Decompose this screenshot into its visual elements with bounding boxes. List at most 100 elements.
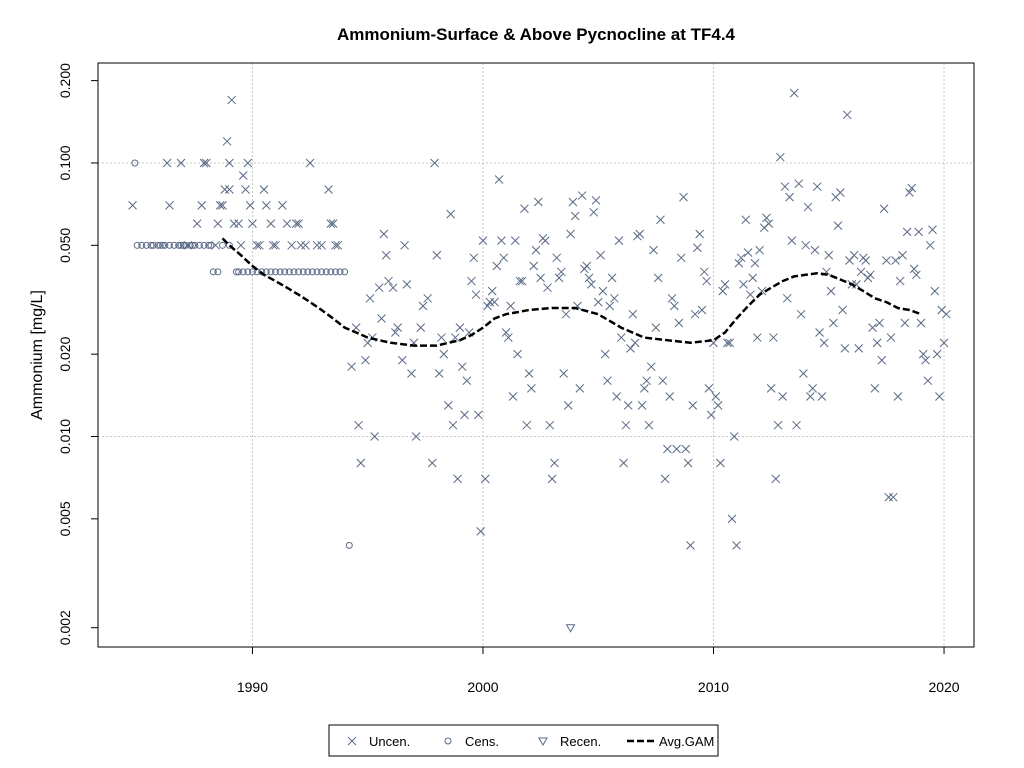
uncensored-point bbox=[557, 267, 566, 277]
uncensored-point bbox=[898, 250, 907, 260]
uncensored-point bbox=[669, 301, 679, 311]
uncensored-point bbox=[623, 400, 633, 410]
uncensored-point bbox=[586, 279, 596, 289]
uncensored-point bbox=[490, 297, 499, 307]
censored-point bbox=[175, 241, 183, 249]
uncensored-point bbox=[900, 318, 910, 328]
uncensored-point bbox=[681, 444, 691, 454]
uncensored-point bbox=[333, 240, 343, 250]
uncensored-point bbox=[663, 444, 672, 454]
censored-point bbox=[244, 268, 252, 276]
uncensored-point bbox=[918, 349, 928, 359]
uncensored-point bbox=[450, 333, 460, 342]
uncensored-point bbox=[914, 227, 924, 237]
censored-point bbox=[205, 241, 213, 249]
uncensored-point bbox=[439, 349, 449, 359]
censored-point bbox=[179, 241, 187, 249]
uncensored-point bbox=[381, 250, 391, 260]
uncensored-point bbox=[218, 200, 227, 210]
uncensored-point bbox=[630, 338, 640, 348]
uncensored-point bbox=[782, 293, 792, 303]
uncensored-point bbox=[536, 273, 545, 283]
uncensored-point bbox=[365, 293, 375, 303]
censored-point bbox=[200, 241, 208, 249]
censored-point bbox=[272, 268, 280, 276]
uncensored-point bbox=[695, 229, 705, 239]
uncensored-point bbox=[842, 110, 852, 120]
uncensored-point bbox=[593, 297, 603, 307]
uncensored-point bbox=[591, 196, 601, 205]
uncensored-point bbox=[794, 179, 804, 189]
uncensored-point bbox=[637, 400, 647, 410]
uncensored-point bbox=[248, 219, 257, 229]
censored-point bbox=[214, 268, 222, 276]
uncensored-point bbox=[718, 286, 728, 296]
uncensored-point bbox=[377, 314, 386, 323]
uncensored-point bbox=[476, 527, 486, 536]
uncensored-point bbox=[905, 188, 914, 197]
uncensored-point bbox=[236, 240, 246, 250]
y-tick-label: 0.005 bbox=[57, 501, 73, 536]
censored-point bbox=[276, 268, 284, 276]
uncensored-point bbox=[527, 383, 536, 393]
uncensored-point bbox=[215, 200, 225, 210]
x-tick-label: 2010 bbox=[698, 679, 729, 695]
uncensored-point bbox=[471, 290, 481, 300]
uncensored-point bbox=[568, 197, 578, 207]
uncensored-point bbox=[434, 369, 444, 378]
uncensored-point bbox=[326, 219, 336, 229]
uncensored-point bbox=[755, 245, 764, 255]
uncensored-point bbox=[877, 355, 887, 365]
y-axis: 0.002 0.005 0.010 0.020 0.050 0.100 0.200 bbox=[57, 63, 99, 645]
uncensored-point bbox=[554, 273, 564, 283]
censored-point bbox=[156, 241, 164, 249]
uncensored-point bbox=[815, 328, 824, 337]
censored-point bbox=[341, 268, 349, 276]
uncensored-point bbox=[628, 309, 638, 319]
uncensored-point bbox=[672, 444, 681, 454]
y-tick-label: 0.100 bbox=[57, 145, 73, 180]
uncensored-point bbox=[252, 240, 262, 250]
uncensored-point bbox=[510, 236, 520, 246]
uncensored-point bbox=[884, 492, 894, 502]
uncensored-point bbox=[584, 273, 594, 283]
uncensored-point bbox=[199, 158, 209, 168]
censored-point bbox=[308, 268, 316, 276]
uncensored-point bbox=[448, 420, 458, 430]
uncensored-point bbox=[213, 219, 223, 229]
uncensored-point bbox=[483, 301, 492, 311]
legend-label: Cens. bbox=[465, 734, 499, 749]
uncensored-point bbox=[533, 197, 543, 207]
censored-point bbox=[239, 268, 247, 276]
uncensored-point bbox=[879, 204, 889, 214]
uncensored-point bbox=[603, 376, 612, 386]
uncensored-point bbox=[686, 540, 695, 550]
uncensored-point bbox=[702, 276, 711, 286]
uncensored-point bbox=[875, 318, 884, 328]
uncensored-point bbox=[238, 171, 248, 180]
uncensored-point bbox=[582, 261, 592, 271]
uncensored-point bbox=[752, 333, 762, 342]
uncensored-point bbox=[354, 420, 363, 430]
uncensored-point bbox=[610, 293, 619, 303]
uncensored-point bbox=[656, 215, 665, 225]
uncensored-point bbox=[575, 383, 585, 393]
uncensored-point bbox=[524, 369, 534, 378]
uncensored-point bbox=[838, 305, 847, 315]
uncensored-point bbox=[907, 183, 917, 193]
uncensored-point bbox=[916, 318, 926, 328]
uncensored-point bbox=[294, 219, 303, 229]
uncensored-point bbox=[197, 200, 207, 210]
uncensored-point bbox=[561, 309, 571, 319]
uncensored-point bbox=[225, 158, 234, 168]
uncensored-point bbox=[660, 474, 670, 484]
uncensored-point bbox=[665, 392, 675, 401]
uncensored-point bbox=[725, 338, 734, 348]
uncensored-point bbox=[423, 293, 433, 303]
uncensored-point bbox=[430, 158, 439, 168]
uncensored-point bbox=[639, 383, 649, 393]
uncensored-point bbox=[688, 400, 698, 410]
uncensored-point bbox=[805, 392, 815, 401]
uncensored-point bbox=[388, 283, 398, 293]
uncensored-point bbox=[243, 158, 253, 168]
